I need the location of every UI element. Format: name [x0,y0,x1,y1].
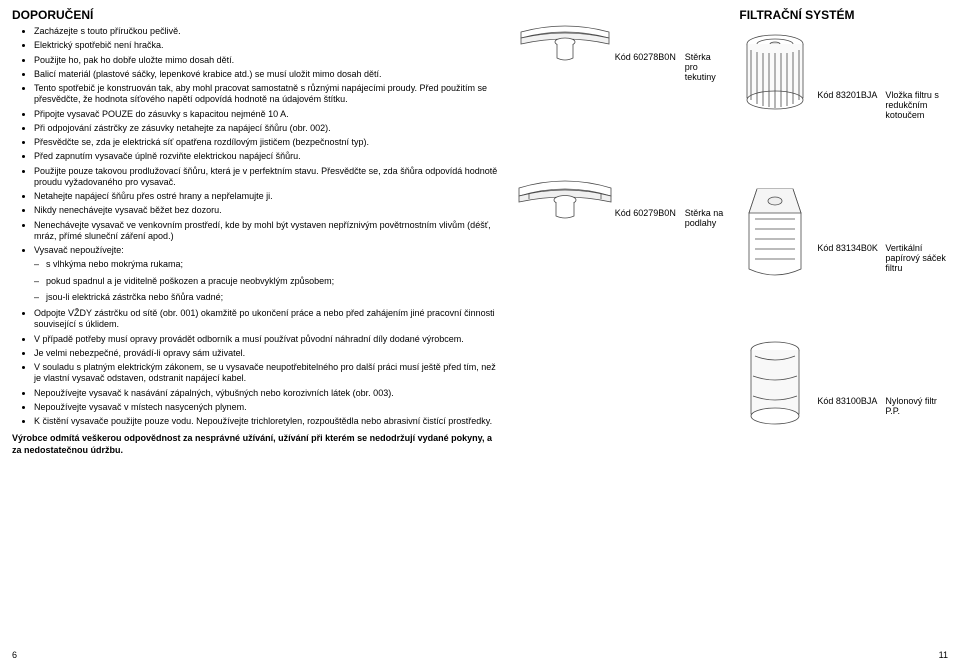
page-number-right: 11 [939,650,948,660]
product-code: Kód 60279B0N [615,170,685,218]
list-item: Zacházejte s touto příručkou pečlivě. [34,26,499,37]
product-row: Kód 83134B0K Vertikální papírový sáček f… [739,183,948,318]
nylon-filter-icon [739,336,817,436]
list-item: Nenechávejte vysavač ve venkovním prostř… [34,220,499,243]
product-code: Kód 83134B0K [817,183,885,253]
page-number-left: 6 [12,650,17,660]
cartridge-filter-icon [739,30,817,118]
list-item: jsou-li elektrická zástrčka nebo šňůra v… [34,292,499,303]
list-item: V případě potřeby musí opravy provádět o… [34,334,499,345]
list-item: Elektrický spotřebič není hračka. [34,40,499,51]
product-row: Kód 60278B0N Stěrka pro tekutiny [515,14,724,100]
list-item: Před zapnutím vysavače úplně rozviňte el… [34,151,499,162]
product-code: Kód 60278B0N [615,14,685,62]
list-item: Připojte vysavač POUZE do zásuvky s kapa… [34,109,499,120]
list-item: pokud spadnul a je viditelně poškozen a … [34,276,499,287]
product-label: Vertikální papírový sáček filtru [885,183,948,273]
list-item: Použijte pouze takovou prodlužovací šňůr… [34,166,499,189]
product-row: Kód 83201BJA Vložka filtru s redukčním k… [739,30,948,165]
product-code: Kód 83201BJA [817,30,885,100]
disclaimer-text: Výrobce odmítá veškerou odpovědnost za n… [12,433,499,456]
paper-bag-filter-icon [739,183,817,283]
filter-system-title: FILTRAČNÍ SYSTÉM [739,8,948,22]
list-item: Vysavač nepoužívejte: [34,245,499,256]
list-item: Tento spotřebič je konstruován tak, aby … [34,83,499,106]
list-item: Při odpojování zástrčky ze zásuvky netah… [34,123,499,134]
product-row: Kód 83100BJA Nylonový filtr P.P. [739,336,948,471]
product-label: Nylonový filtr P.P. [885,336,948,416]
dash-list: s vlhkýma nebo mokrýma rukama; pokud spa… [12,259,499,303]
list-item: Je velmi nebezpečné, provádí-li opravy s… [34,348,499,359]
list-item: Netahejte napájecí šňůru přes ostré hran… [34,191,499,202]
bullet-list-2: Odpojte VŽDY zástrčku od sítě (obr. 001)… [12,308,499,427]
list-item: Použijte ho, pak ho dobře uložte mimo do… [34,55,499,66]
product-label: Stěrka pro tekutiny [685,14,724,82]
product-row: Kód 60279B0N Stěrka na podlahy [515,170,724,256]
squeegee-liquid-icon [515,14,615,64]
product-label: Stěrka na podlahy [685,170,724,228]
bullet-list-1: Zacházejte s touto příručkou pečlivě. El… [12,26,499,256]
list-item: Nikdy nenechávejte vysavač běžet bez doz… [34,205,499,216]
recommendations-section: DOPORUČENÍ Zacházejte s touto příručkou … [12,8,499,489]
squeegee-floor-icon [515,170,615,220]
accessories-column: Kód 60278B0N Stěrka pro tekutiny Kód 602… [515,8,724,489]
list-item: K čistění vysavače použijte pouze vodu. … [34,416,499,427]
product-label: Vložka filtru s redukčním kotoučem [885,30,948,120]
list-item: Odpojte VŽDY zástrčku od sítě (obr. 001)… [34,308,499,331]
product-code: Kód 83100BJA [817,336,885,406]
list-item: s vlhkýma nebo mokrýma rukama; [34,259,499,270]
list-item: Nepoužívejte vysavač v místech nasycenýc… [34,402,499,413]
filter-system-column: FILTRAČNÍ SYSTÉM [739,8,948,489]
list-item: V souladu s platným elektrickým zákonem,… [34,362,499,385]
list-item: Balicí materiál (plastové sáčky, lepenko… [34,69,499,80]
list-item: Nepoužívejte vysavač k nasávání zápalnýc… [34,388,499,399]
list-item: Přesvědčte se, zda je elektrická síť opa… [34,137,499,148]
recommendations-title: DOPORUČENÍ [12,8,499,22]
